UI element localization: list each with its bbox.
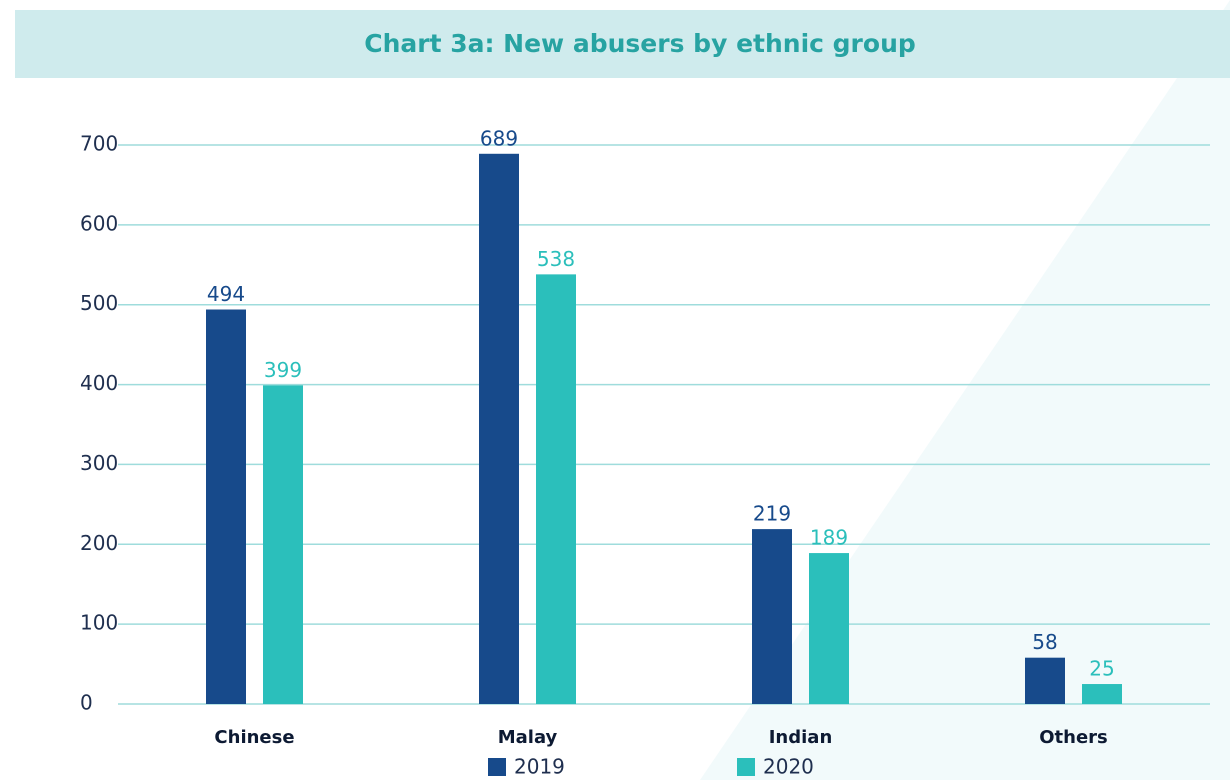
x-tick-label: Others <box>1039 727 1108 748</box>
legend-label: 2019 <box>514 755 565 779</box>
bar <box>809 553 849 704</box>
bar <box>1082 684 1122 704</box>
x-tick-label: Chinese <box>214 727 294 748</box>
x-tick-label: Indian <box>769 727 833 748</box>
y-tick-label: 200 <box>80 531 118 555</box>
bar <box>263 385 303 704</box>
data-label: 219 <box>753 502 791 526</box>
bar <box>206 309 246 704</box>
data-label: 538 <box>537 247 575 271</box>
legend-label: 2020 <box>763 755 814 779</box>
y-tick-label: 100 <box>80 611 118 635</box>
y-tick-label: 300 <box>80 451 118 475</box>
title-banner <box>15 10 1230 78</box>
y-tick-label: 0 <box>80 691 93 715</box>
bar <box>479 153 519 704</box>
y-tick-label: 500 <box>80 291 118 315</box>
data-label: 399 <box>264 358 302 382</box>
y-tick-label: 600 <box>80 211 118 235</box>
y-tick-label: 700 <box>80 132 118 156</box>
bar <box>752 529 792 704</box>
data-label: 494 <box>207 282 245 306</box>
data-label: 25 <box>1089 657 1114 681</box>
bar <box>536 274 576 704</box>
legend-swatch <box>737 758 755 776</box>
x-tick-label: Malay <box>498 727 558 748</box>
bar <box>1025 657 1065 704</box>
data-label: 189 <box>810 526 848 550</box>
data-label: 58 <box>1032 630 1057 654</box>
chart-title: Chart 3a: New abusers by ethnic group <box>364 29 916 58</box>
y-tick-label: 400 <box>80 371 118 395</box>
legend-swatch <box>488 758 506 776</box>
data-label: 689 <box>480 126 518 150</box>
